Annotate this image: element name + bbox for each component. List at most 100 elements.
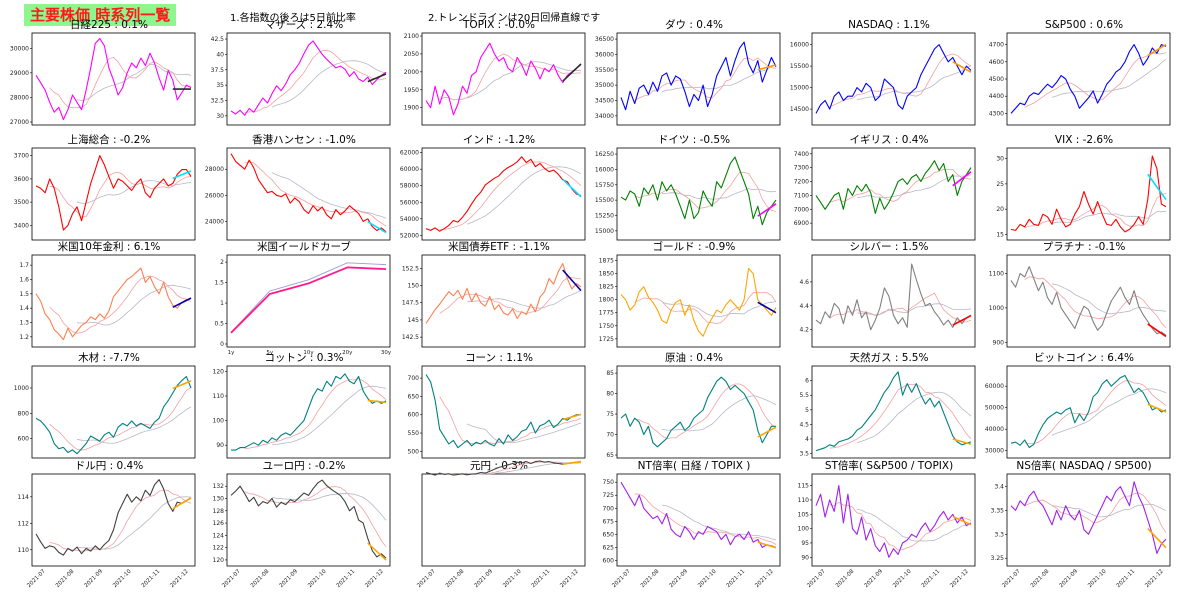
- y-tick-label: 60000: [400, 166, 419, 173]
- y-tick-label: 80: [606, 391, 614, 398]
- y-tick-label: 35500: [595, 67, 614, 74]
- moving-average-line: [829, 292, 972, 323]
- series-line: [620, 156, 777, 226]
- moving-average-line: [244, 486, 387, 548]
- y-tick-label: 16250: [595, 151, 614, 158]
- y-tick-label: 3.5: [799, 451, 809, 458]
- moving-average-line: [1051, 503, 1167, 518]
- trend-line: [1147, 403, 1167, 413]
- chart-panel: S&P500 : 0.6% 4300 4400 4500 4600 4700: [989, 19, 1171, 131]
- y-tick-label: 4400: [989, 93, 1004, 100]
- x-tick-label: 2021-11: [141, 569, 161, 589]
- chart-panel: ゴールド : -0.9% 1725 1750 1775 1800 1825 1850 1875: [599, 241, 781, 353]
- series-line: [1010, 44, 1167, 114]
- trend-line: [172, 496, 192, 510]
- axis-frame: [31, 473, 196, 567]
- series-line: [1010, 266, 1167, 336]
- chart-panel: コーン : 1.1% 500 550 600 650 700: [408, 352, 586, 464]
- axis-frame: [421, 365, 586, 459]
- chart-title: S&P500 : 0.6%: [1044, 19, 1124, 31]
- axis-frame: [811, 254, 976, 348]
- chart-title: NT倍率( 日経 / TOPIX ): [637, 460, 751, 472]
- y-tick-label: 4500: [989, 76, 1004, 83]
- x-tick-label: 1y: [228, 350, 235, 356]
- y-tick-label: 2050: [404, 51, 419, 58]
- axis-frame: [1006, 32, 1171, 126]
- chart-panel: シルバー : 1.5% 4.2 4.4 4.6: [799, 241, 976, 353]
- y-tick-label: 7100: [794, 192, 809, 199]
- x-tick-label: 2021-07: [26, 568, 47, 589]
- x-tick-label: 5y: [266, 350, 273, 356]
- chart-title: ST倍率( S&P500 / TOPIX): [824, 460, 954, 472]
- chart-plot: 1725 1750 1775 1800 1825 1850 1875: [599, 254, 781, 348]
- moving-average-line: [467, 290, 582, 309]
- y-tick-label: 30: [996, 156, 1004, 163]
- trend-line: [952, 515, 972, 526]
- axis-frame: [811, 365, 976, 459]
- y-tick-label: 4.2: [799, 327, 809, 334]
- moving-average-line: [466, 422, 582, 444]
- series-line: [231, 373, 387, 451]
- moving-average-line: [467, 462, 582, 475]
- y-tick-label: 36500: [595, 36, 614, 43]
- moving-average-line: [856, 65, 972, 100]
- chart-panel: プラチナ : -0.1% 900 1000 1100: [989, 241, 1171, 353]
- y-tick-label: 15: [996, 231, 1004, 238]
- series-line: [425, 156, 582, 232]
- moving-average-line: [661, 188, 777, 200]
- y-tick-label: 1950: [404, 87, 419, 94]
- y-tick-label: 75: [606, 411, 614, 418]
- chart-plot: 4.2 4.4 4.6: [799, 254, 976, 348]
- trend-line: [562, 413, 582, 421]
- y-tick-label: 60000: [985, 383, 1004, 390]
- chart-title: ダウ : 0.4%: [665, 19, 723, 31]
- x-tick-label: 2021-07: [1001, 568, 1022, 589]
- moving-average-line: [439, 396, 582, 445]
- trend-line: [952, 61, 972, 73]
- y-tick-label: 675: [603, 518, 615, 525]
- axis-frame: [1006, 365, 1171, 459]
- y-tick-label: 30: [216, 113, 224, 120]
- x-tick-label: 30y: [381, 350, 392, 356]
- y-tick-label: 122: [213, 545, 225, 552]
- y-tick-label: 16000: [790, 42, 809, 49]
- moving-average-line: [856, 509, 972, 542]
- chart-panel: 天然ガス : 5.5% 3.5 4 4.5 5 5.5 6: [799, 352, 976, 464]
- moving-average-line: [1051, 388, 1167, 436]
- y-tick-label: 54000: [400, 216, 419, 223]
- y-tick-label: 24000: [205, 218, 224, 225]
- y-tick-label: 20: [996, 206, 1004, 213]
- moving-average-line: [244, 49, 387, 113]
- x-tick-label: 2021-08: [640, 568, 661, 589]
- axis-frame: [1006, 147, 1171, 241]
- x-tick-label: 2021-11: [1116, 569, 1136, 589]
- chart-panel: ユーロ円 : -0.2% 120 122 124 126 128 130 132 2021-07…: [213, 460, 391, 589]
- y-tick-label: 500: [408, 448, 420, 455]
- x-tick-label: 2021-11: [531, 569, 551, 589]
- y-tick-label: 62000: [400, 150, 419, 157]
- page-title: 主要株価 時系列一覧: [24, 4, 177, 26]
- y-tick-label: 4.4: [799, 303, 809, 310]
- reference-curve: [230, 262, 387, 333]
- y-tick-label: 0.5: [214, 321, 224, 328]
- y-tick-label: 120: [213, 368, 225, 375]
- y-tick-label: 750: [603, 479, 615, 486]
- chart-plot: 14500 15000 15500 16000: [790, 32, 976, 126]
- y-tick-label: 600: [408, 412, 420, 419]
- y-tick-label: 15000: [790, 85, 809, 92]
- axis-frame: [1006, 473, 1171, 567]
- x-tick-label: 2021-08: [1030, 568, 1051, 589]
- chart-title: ユーロ円 : -0.2%: [262, 460, 346, 472]
- y-tick-label: 15500: [790, 63, 809, 70]
- chart-panel: VIX : -2.6% 15 20 25 30: [996, 134, 1171, 246]
- y-tick-label: 126: [213, 520, 225, 527]
- axis-frame: [616, 365, 781, 459]
- series-line: [35, 155, 192, 231]
- y-tick-label: 110: [18, 547, 30, 554]
- chart-panel: ビットコイン : 6.4% 30000 40000 50000 60000: [985, 352, 1171, 464]
- x-tick-label: 2021-08: [250, 568, 271, 589]
- y-tick-label: 112: [18, 520, 30, 527]
- y-tick-label: 52000: [400, 232, 419, 239]
- series-line: [620, 267, 777, 337]
- chart-panel: NT倍率( 日経 / TOPIX ) 600 625 650 675 700 725 750 2…: [603, 460, 781, 589]
